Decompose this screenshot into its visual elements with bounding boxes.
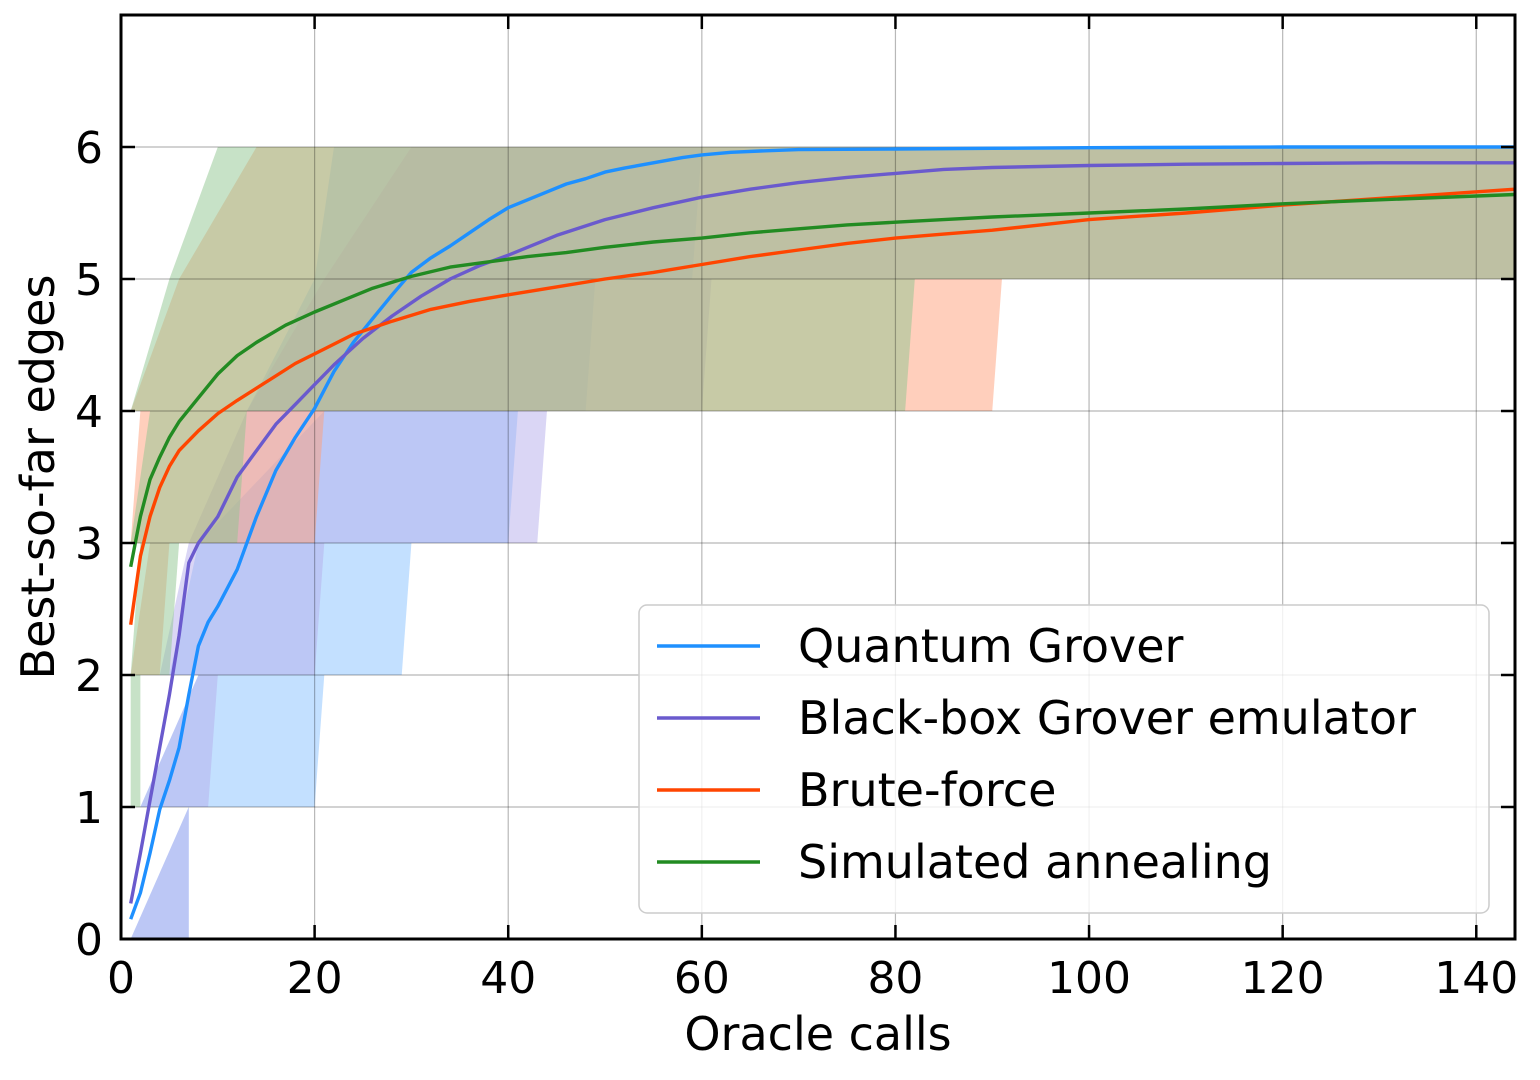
x-tick-label: 20: [287, 953, 343, 1004]
band-1-0: [130, 807, 189, 939]
x-axis-label: Oracle calls: [684, 1007, 951, 1061]
x-tick-label: 60: [674, 953, 730, 1004]
legend-label: Quantum Grover: [798, 619, 1184, 673]
series-line-3: [129, 192, 1515, 568]
legend-label: Simulated annealing: [798, 835, 1272, 889]
x-tick-label: 120: [1241, 953, 1325, 1004]
confidence-bands: [130, 147, 1515, 939]
series-lines: [129, 145, 1515, 920]
y-tick-label: 0: [75, 915, 103, 966]
band-3-4: [169, 147, 1515, 279]
legend-box: [638, 604, 1490, 914]
legend: Quantum Grover Black-box Grover emulator B…: [638, 604, 1490, 914]
y-tick-label: 3: [75, 519, 103, 570]
plot-frame: [119, 13, 1517, 941]
legend-label: Black-box Grover emulator: [798, 691, 1416, 745]
y-axis-label: Best-so-far edges: [11, 275, 65, 680]
series-line-1: [129, 161, 1515, 904]
y-tick-label: 1: [75, 783, 103, 834]
y-tick-label: 6: [75, 123, 103, 174]
x-tick-label: 0: [107, 953, 135, 1004]
y-tick-label: 5: [75, 255, 103, 306]
y-tick-label: 4: [75, 387, 103, 438]
x-tick-label: 40: [480, 953, 536, 1004]
band-3-1: [130, 543, 180, 675]
series-line-0: [129, 145, 1515, 920]
band-3-0: [130, 675, 141, 807]
series-line-2: [129, 187, 1515, 626]
band-3-3: [130, 279, 915, 411]
x-tick-label: 140: [1434, 953, 1518, 1004]
band-3-2: [130, 411, 247, 543]
legend-label: Brute-force: [798, 763, 1056, 817]
x-tick-label: 100: [1047, 953, 1131, 1004]
axes: 0 20 40 60 80 100 120 140 0 1 2 3 4 5 6: [75, 13, 1518, 1004]
y-tick-label: 2: [75, 651, 103, 702]
x-tick-label: 80: [867, 953, 923, 1004]
